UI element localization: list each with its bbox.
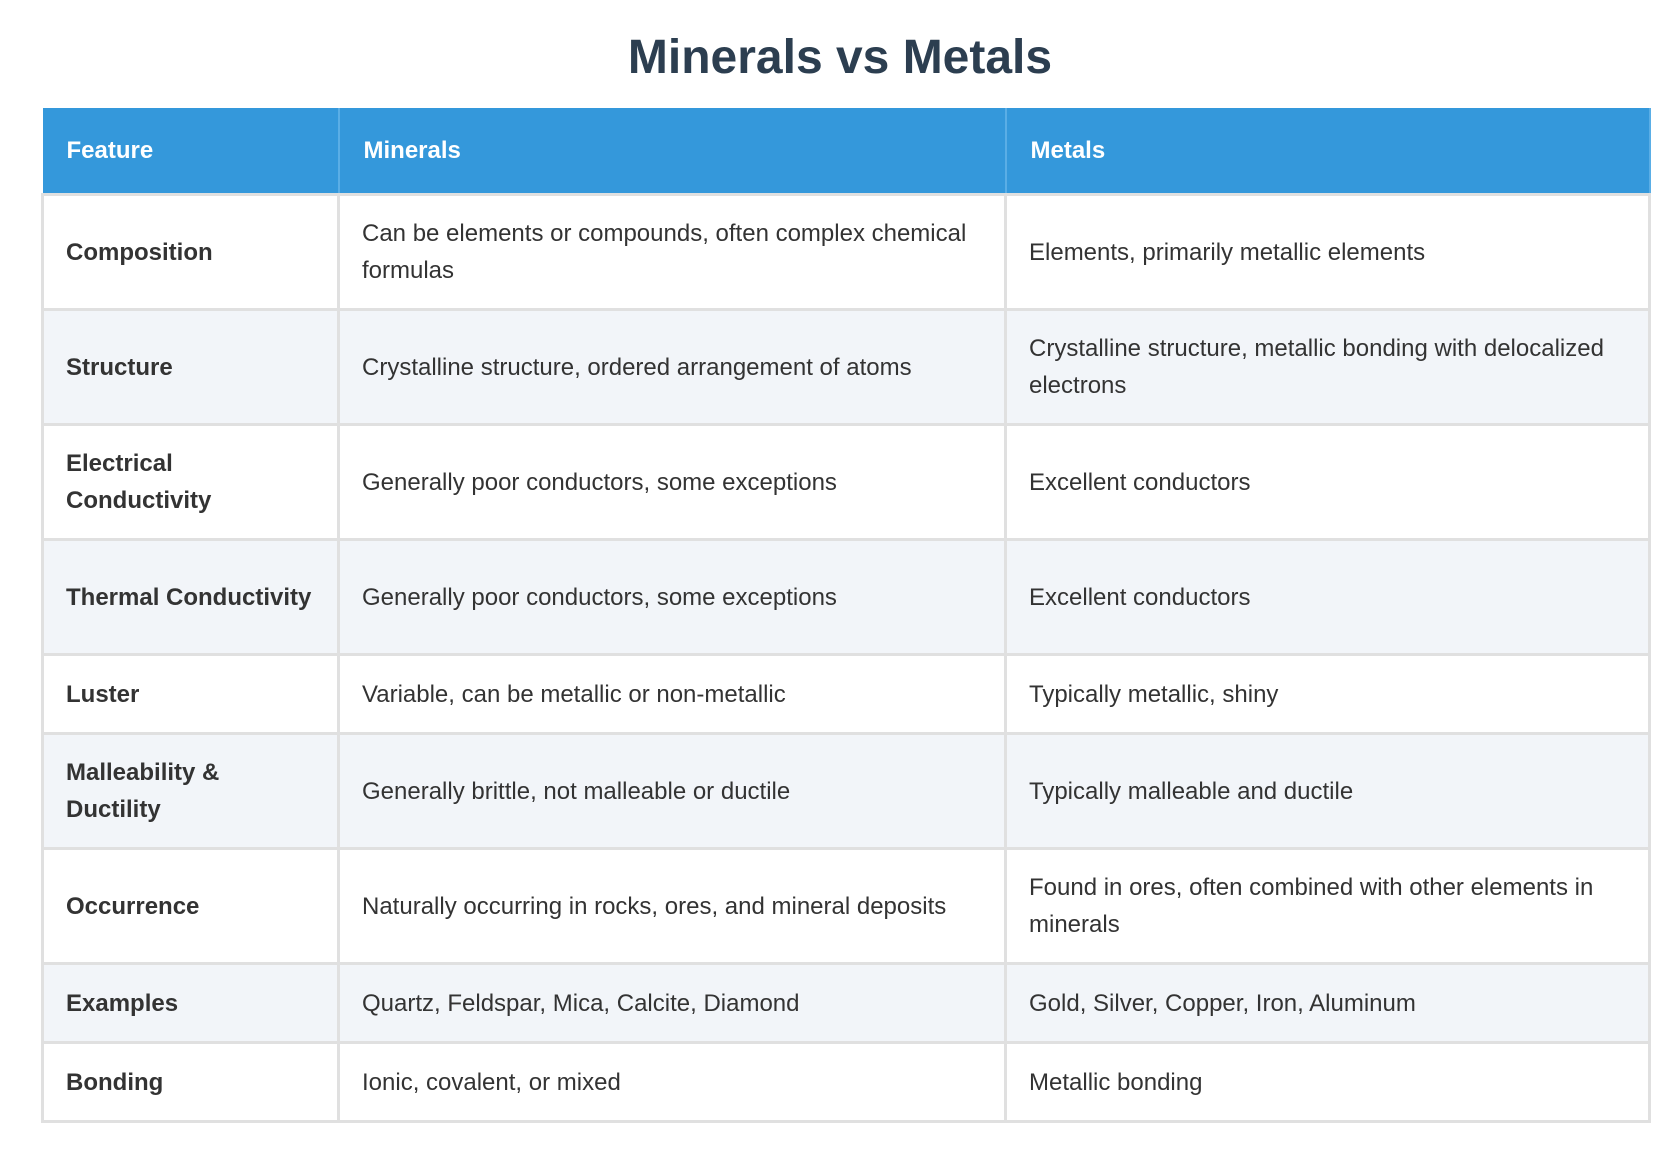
header-cell: Feature bbox=[42, 108, 340, 195]
table-row: Occurrence Naturally occurring in rocks, … bbox=[41, 847, 1651, 965]
data-cell: Generally brittle, not malleable or duct… bbox=[337, 732, 1007, 850]
data-cell: Ionic, covalent, or mixed bbox=[337, 1041, 1007, 1123]
table-row: Composition Can be elements or compounds,… bbox=[41, 193, 1651, 311]
data-cell: Typically malleable and ductile bbox=[1004, 732, 1651, 850]
data-cell: Can be elements or compounds, often comp… bbox=[337, 193, 1007, 311]
header-row: Feature Minerals Metals bbox=[42, 108, 1651, 195]
data-cell: Metallic bonding bbox=[1004, 1041, 1651, 1123]
feature-cell: Examples bbox=[41, 962, 340, 1044]
table-row: Malleability & Ductility Generally brittl… bbox=[41, 732, 1651, 850]
data-cell: Quartz, Feldspar, Mica, Calcite, Diamond bbox=[337, 962, 1007, 1044]
data-cell: Naturally occurring in rocks, ores, and … bbox=[337, 847, 1007, 965]
header-cell: Minerals bbox=[338, 108, 1007, 195]
data-cell: Elements, primarily metallic elements bbox=[1004, 193, 1651, 311]
feature-cell: Structure bbox=[41, 308, 340, 426]
data-cell: Variable, can be metallic or non-metalli… bbox=[337, 653, 1007, 735]
data-cell: Generally poor conductors, some exceptio… bbox=[337, 538, 1007, 656]
data-cell: Excellent conductors bbox=[1004, 423, 1651, 541]
title: Minerals vs Metals bbox=[627, 31, 1053, 84]
feature-cell: Bonding bbox=[41, 1041, 340, 1123]
table-row: Electrical Conductivity Generally poor co… bbox=[41, 423, 1651, 541]
data-cell: Gold, Silver, Copper, Iron, Aluminum bbox=[1004, 962, 1651, 1044]
feature-cell: Composition bbox=[41, 193, 340, 311]
feature-cell: Thermal Conductivity bbox=[41, 538, 340, 656]
feature-cell: Luster bbox=[41, 653, 340, 735]
data-cell: Crystalline structure, ordered arrangeme… bbox=[337, 308, 1007, 426]
data-cell: Typically metallic, shiny bbox=[1004, 653, 1651, 735]
table-row: Bonding Ionic, covalent, or mixed Metallic… bbox=[41, 1041, 1651, 1123]
data-cell: Found in ores, often combined with other… bbox=[1004, 847, 1651, 965]
feature-cell: Occurrence bbox=[41, 847, 340, 965]
data-cell: Generally poor conductors, some exceptio… bbox=[337, 423, 1007, 541]
data-cell: Excellent conductors bbox=[1004, 538, 1651, 656]
table-row: Examples Quartz, Feldspar, Mica, Calcite,… bbox=[41, 962, 1651, 1044]
table-row: Structure Crystalline structure, ordered … bbox=[41, 308, 1651, 426]
table-row: Luster Variable, can be metallic or non-m… bbox=[41, 653, 1651, 735]
data-cell: Crystalline structure, metallic bonding … bbox=[1004, 308, 1651, 426]
table-body: Composition Can be elements or compounds,… bbox=[41, 193, 1651, 1123]
table-row: Thermal Conductivity Generally poor condu… bbox=[41, 538, 1651, 656]
header-cell: Metals bbox=[1005, 108, 1651, 195]
feature-cell: Malleability & Ductility bbox=[41, 732, 340, 850]
comparison-table: Feature Minerals Metals Composition Can be … bbox=[41, 108, 1651, 1123]
feature-cell: Electrical Conductivity bbox=[41, 423, 340, 541]
